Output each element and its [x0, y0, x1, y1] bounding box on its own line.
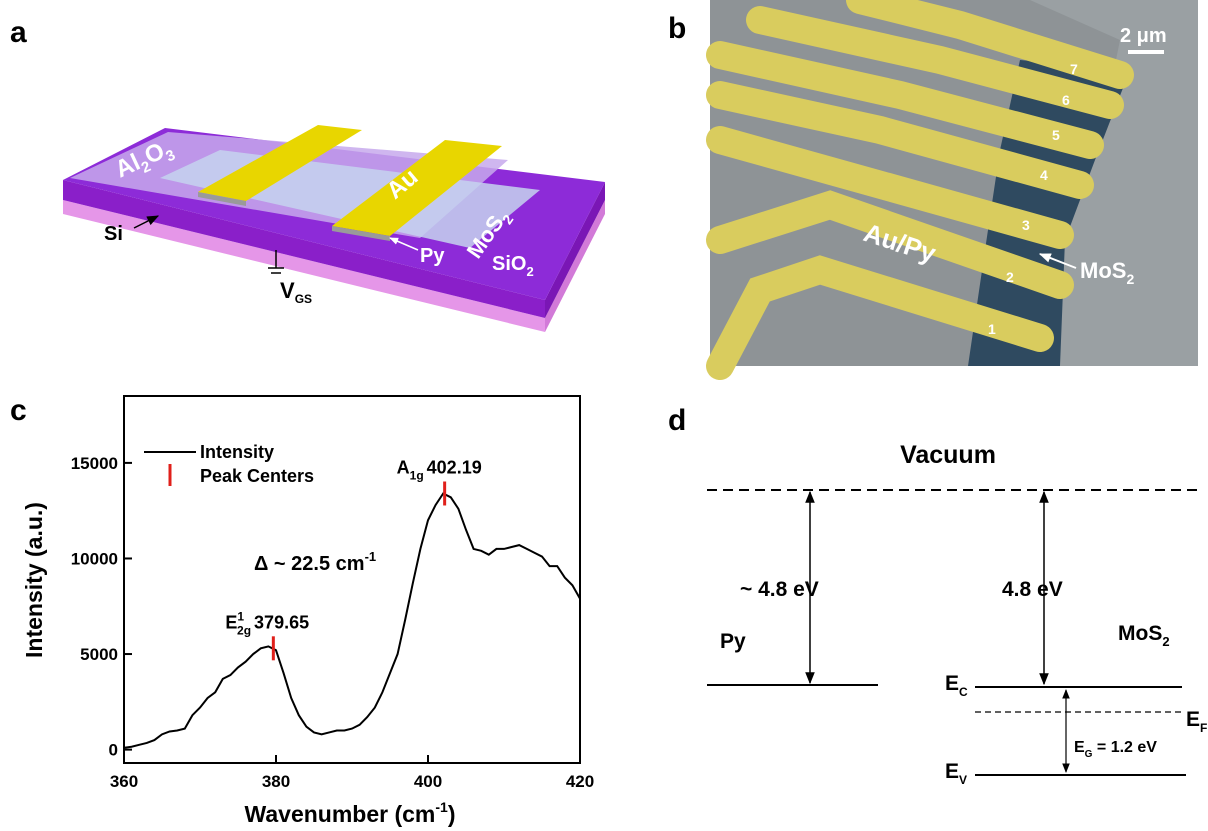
- panel-d: d Vacuum ~ 4.8 eV 4.8 eV Py MoS2 EC EF E…: [668, 404, 1207, 787]
- x-axis-label: Wavenumber (cm-1): [245, 799, 456, 827]
- y-tick-label: 0: [109, 741, 118, 760]
- x-tick-label: 360: [110, 772, 138, 791]
- electrode-number: 7: [1070, 61, 1078, 77]
- py-label: Py: [720, 630, 746, 653]
- figure: a Al2O3 Au MoS2 Si Py SiO2 VGS b 1 2 3 4…: [0, 0, 1208, 831]
- line-series: [124, 493, 580, 747]
- panel-c: c Wavenumber (cm-1) Intensity (a.u.) Δ ~…: [10, 394, 594, 827]
- y-tick-label: 5000: [80, 645, 118, 664]
- panel-label: b: [668, 12, 686, 45]
- panel-label: d: [668, 404, 686, 437]
- y-tick-label: 10000: [71, 549, 118, 568]
- mos2-label: MoS2: [1118, 622, 1170, 649]
- py-work-function: ~ 4.8 eV: [740, 578, 819, 601]
- panel-label: c: [10, 394, 27, 427]
- x-tick-label: 400: [414, 772, 442, 791]
- legend-label: Peak Centers: [200, 466, 314, 486]
- panel-a: a Al2O3 Au MoS2 Si Py SiO2 VGS: [10, 16, 605, 332]
- x-tick-label: 420: [566, 772, 594, 791]
- ef-label: EF: [1186, 708, 1207, 735]
- vacuum-label: Vacuum: [900, 441, 996, 469]
- py-label: Py: [420, 245, 445, 267]
- peak-value: 379.65: [254, 612, 309, 632]
- legend-label: Intensity: [200, 442, 274, 462]
- panel-label: a: [10, 16, 27, 49]
- ev-label: EV: [945, 760, 967, 787]
- electrode-number: 5: [1052, 127, 1060, 143]
- panel-b: b 1 2 3 4 5 6 7 2 μm Au/Py MoS2: [668, 0, 1198, 366]
- electrode-number: 3: [1022, 217, 1030, 233]
- si-label: Si: [104, 223, 123, 245]
- y-axis-label: Intensity (a.u.): [21, 502, 47, 658]
- peak-value: 402.19: [427, 457, 482, 477]
- peak-sup: 1: [237, 609, 244, 623]
- mos2-affinity: 4.8 eV: [1002, 578, 1063, 601]
- electrode-number: 1: [988, 321, 996, 337]
- delta-annotation: Δ ~ 22.5 cm-1: [254, 549, 376, 575]
- electrode-number: 4: [1040, 167, 1048, 183]
- y-tick-label: 15000: [71, 454, 118, 473]
- scale-bar-label: 2 μm: [1120, 25, 1167, 47]
- peak-symbol: E: [225, 612, 237, 632]
- eg-label: EG = 1.2 eV: [1074, 739, 1157, 760]
- mos2-label: MoS2: [1080, 258, 1134, 287]
- scale-bar: [1128, 50, 1164, 54]
- ec-label: EC: [945, 672, 968, 699]
- electrode-number: 6: [1062, 92, 1070, 108]
- peak-symbol: A: [397, 457, 410, 477]
- vgs-label: VGS: [280, 278, 312, 306]
- peak-sub: 1g: [410, 468, 424, 482]
- x-tick-label: 380: [262, 772, 290, 791]
- electrode-number: 2: [1006, 269, 1014, 285]
- peak-sub: 2g: [237, 623, 251, 637]
